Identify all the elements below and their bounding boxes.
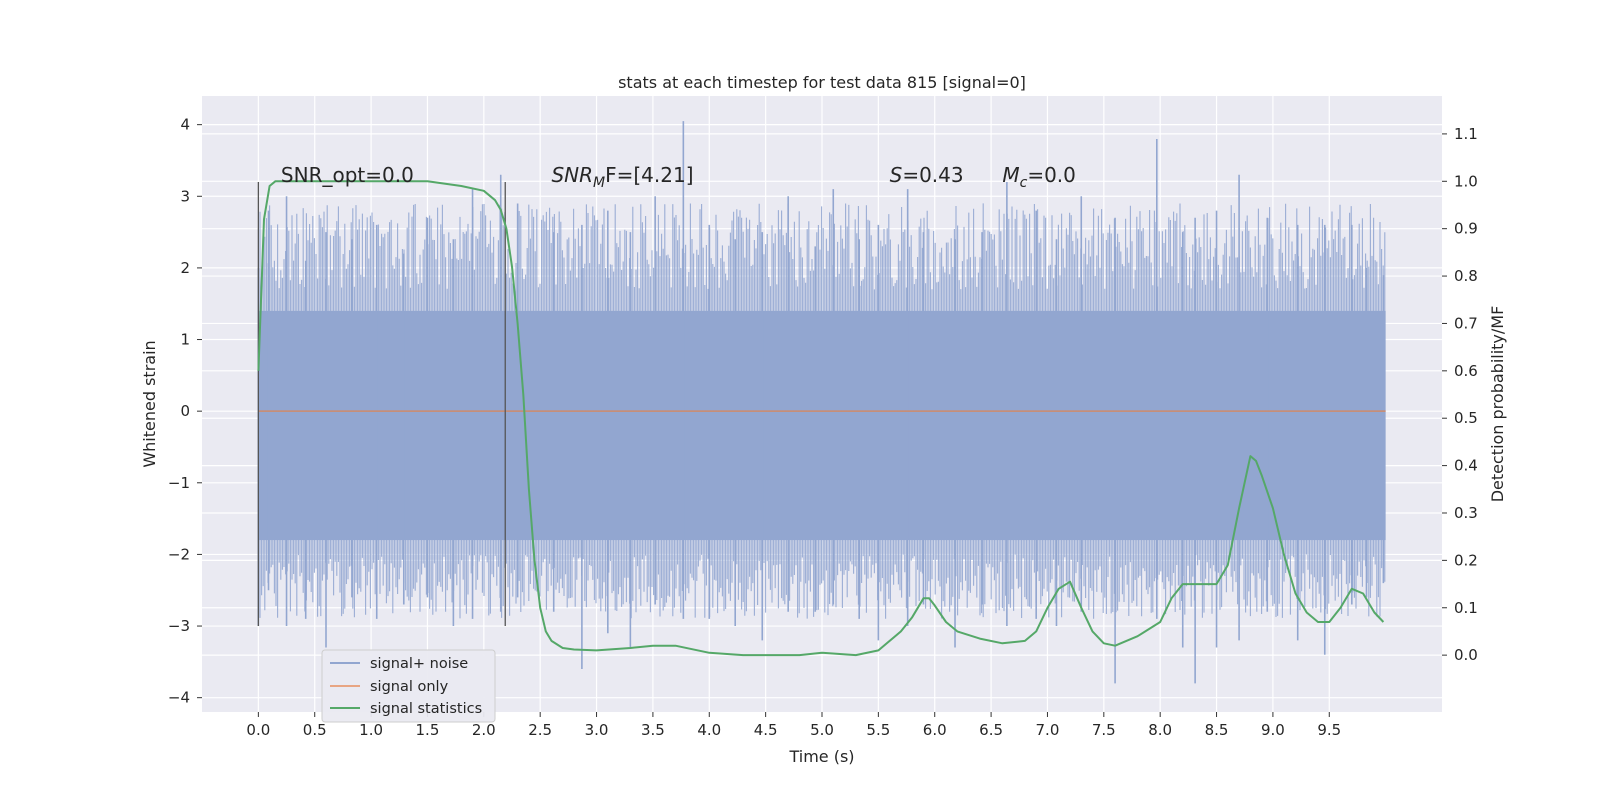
x-tick-label: 9.0 bbox=[1261, 721, 1285, 739]
y-axis-label: Whitened strain bbox=[140, 340, 159, 467]
x-tick-label: 8.0 bbox=[1148, 721, 1172, 739]
y-tick-label: 3 bbox=[180, 187, 190, 205]
signal-noise-series bbox=[257, 121, 1386, 684]
legend: signal+ noise signal only signal statist… bbox=[321, 649, 496, 723]
x-tick-label: 7.0 bbox=[1036, 721, 1060, 739]
y2-tick-label: 0.0 bbox=[1454, 646, 1478, 664]
y2-tick-label: 0.1 bbox=[1454, 599, 1478, 617]
y2-tick-label: 0.3 bbox=[1454, 504, 1478, 522]
y2-tick-label: 0.6 bbox=[1454, 362, 1478, 380]
x-tick-label: 6.5 bbox=[979, 721, 1003, 739]
y-tick-label: 2 bbox=[180, 259, 190, 277]
legend-label-signal-only: signal only bbox=[370, 679, 449, 695]
y-tick-label: −4 bbox=[168, 689, 190, 707]
x-ticks: 0.0 0.5 1.0 1.5 2.0 2.5 3.0 3.5 4.0 4.5 5.0 5.5 6.0 6… bbox=[246, 712, 1341, 739]
signal-statistics-line bbox=[257, 180, 1385, 657]
x-tick-label: 4.0 bbox=[697, 721, 721, 739]
annotation-snr_mf: SNRMF=[4.21] bbox=[551, 163, 693, 191]
y2-ticks: 1.1 1.0 0.9 0.8 0.7 0.6 0.5 0.4 0.3 0.2 0.1 0.0 bbox=[1442, 125, 1478, 664]
x-tick-label: 8.5 bbox=[1205, 721, 1229, 739]
x-tick-label: 1.0 bbox=[359, 721, 383, 739]
y2-axis-label: Detection probability/MF bbox=[1488, 306, 1507, 503]
y2-tick-label: 1.0 bbox=[1454, 172, 1478, 190]
y-tick-label: −2 bbox=[168, 545, 190, 563]
y-tick-label: 0 bbox=[180, 402, 190, 420]
y-tick-label: 1 bbox=[180, 331, 190, 349]
y-ticks: 4 3 2 1 0 −1 −2 −3 −4 bbox=[168, 116, 202, 707]
y-tick-label: 4 bbox=[180, 116, 190, 134]
x-tick-label: 7.5 bbox=[1092, 721, 1116, 739]
y2-tick-label: 0.8 bbox=[1454, 267, 1478, 285]
x-tick-label: 4.5 bbox=[754, 721, 778, 739]
annotation-snr_opt: SNR_opt=0.0 bbox=[281, 163, 414, 187]
y2-tick-label: 0.5 bbox=[1454, 409, 1478, 427]
x-tick-label: 0.0 bbox=[246, 721, 270, 739]
signal-statistics-series bbox=[257, 180, 1385, 657]
legend-box bbox=[321, 649, 496, 723]
x-tick-label: 2.5 bbox=[528, 721, 552, 739]
x-tick-label: 3.5 bbox=[641, 721, 665, 739]
annotation-s: S=0.43 bbox=[890, 163, 964, 187]
y-tick-label: −1 bbox=[168, 474, 190, 492]
x-tick-label: 5.5 bbox=[866, 721, 890, 739]
x-tick-label: 6.0 bbox=[923, 721, 947, 739]
chart-title: stats at each timestep for test data 815… bbox=[618, 73, 1026, 92]
annotation-mc: Mc=0.0 bbox=[1002, 163, 1076, 191]
annotations: SNR_opt=0.0 SNRMF=[4.21] S=0.43 Mc=0.0 bbox=[281, 163, 1076, 191]
x-tick-label: 2.0 bbox=[472, 721, 496, 739]
x-tick-label: 5.0 bbox=[810, 721, 834, 739]
y2-tick-label: 0.4 bbox=[1454, 457, 1478, 475]
x-tick-label: 1.5 bbox=[416, 721, 440, 739]
vertical-markers bbox=[257, 181, 506, 627]
x-tick-label: 3.0 bbox=[585, 721, 609, 739]
x-tick-label: 0.5 bbox=[303, 721, 327, 739]
x-tick-label: 9.5 bbox=[1317, 721, 1341, 739]
y-tick-label: −3 bbox=[168, 617, 190, 635]
legend-label-signal-statistics: signal statistics bbox=[370, 701, 482, 717]
legend-label-signal-noise: signal+ noise bbox=[370, 656, 468, 672]
y2-tick-label: 0.9 bbox=[1454, 220, 1478, 238]
y2-tick-label: 1.1 bbox=[1454, 125, 1478, 143]
y2-tick-label: 0.7 bbox=[1454, 314, 1478, 332]
x-axis-label: Time (s) bbox=[788, 747, 854, 766]
y2-tick-label: 0.2 bbox=[1454, 551, 1478, 569]
